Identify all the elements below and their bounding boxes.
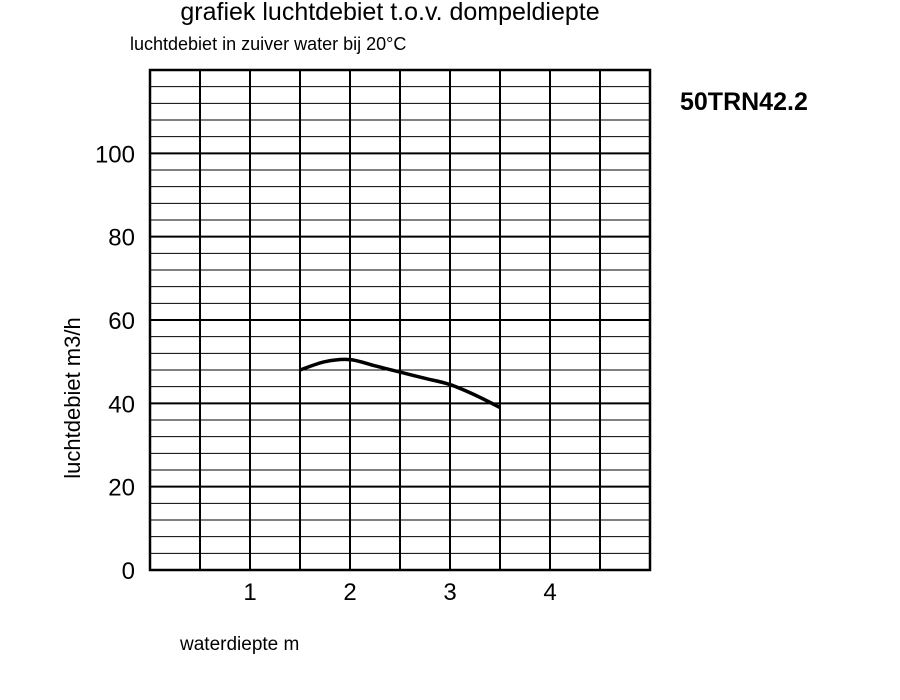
chart-subtitle: luchtdebiet in zuiver water bij 20°C xyxy=(130,34,406,54)
y-tick-label: 20 xyxy=(108,475,135,502)
y-tick-labels: 0 20 40 60 80 100 xyxy=(95,141,135,585)
model-label: 50TRN42.2 xyxy=(680,88,808,116)
series-layer xyxy=(299,357,501,410)
y-tick-label: 40 xyxy=(108,391,135,418)
grid-major xyxy=(150,70,650,570)
x-tick-label: 4 xyxy=(543,579,556,606)
y-tick-label: 0 xyxy=(122,558,135,585)
series-line xyxy=(299,357,501,410)
x-tick-label: 1 xyxy=(243,579,256,606)
y-axis-label: luchtdebiet m3/h xyxy=(60,317,85,478)
y-tick-label: 60 xyxy=(108,308,135,335)
x-tick-label: 2 xyxy=(343,579,356,606)
chart-title: grafiek luchtdebiet t.o.v. dompeldiepte xyxy=(180,0,599,26)
plot-frame xyxy=(148,68,652,572)
x-tick-label: 3 xyxy=(443,579,456,606)
x-tick-labels: 1 2 3 4 xyxy=(243,579,556,606)
y-tick-label: 80 xyxy=(108,225,135,252)
x-axis-label: waterdiepte m xyxy=(179,634,299,655)
y-tick-label: 100 xyxy=(95,141,135,168)
